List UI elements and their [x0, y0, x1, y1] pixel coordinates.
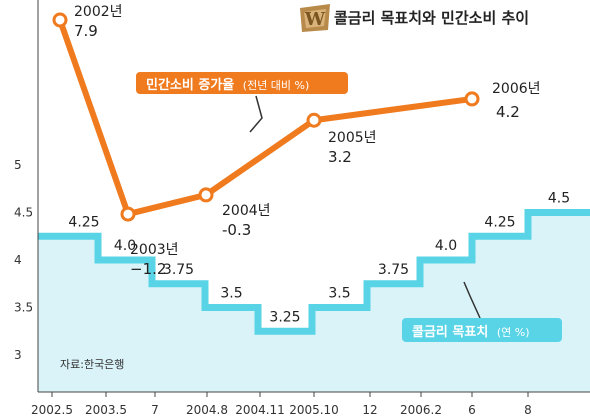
- x-tick-label: 2004.8: [186, 403, 228, 417]
- consumption-point: [120, 206, 136, 222]
- consumption-point: [306, 112, 322, 128]
- chart-title: 콜금리 목표치와 민간소비 추이: [334, 9, 529, 27]
- consumption-legend-box: [136, 72, 348, 94]
- x-tick-label: 7: [151, 403, 159, 417]
- x-tick-label: 8: [524, 403, 532, 417]
- consumption-line-layer: 2002년 7.9 2003년 −1.2 2004년 -0.3 2005년 3.2 2006년 4…: [52, 4, 541, 278]
- y-tick-label: 4: [14, 253, 22, 267]
- y-tick-group: 3 3.5 4 4.5 5: [14, 158, 33, 362]
- call-rate-step-label: 3.75: [378, 262, 409, 278]
- consumption-legend-text: 민간소비 증가율 (전년 대비 %): [146, 77, 309, 93]
- consumption-legend-unit: (전년 대비 %): [243, 79, 310, 92]
- x-tick-label: 12: [362, 403, 377, 417]
- call-rate-area-fill: [38, 212, 590, 392]
- consumption-legend-name: 민간소비 증가율: [146, 77, 234, 93]
- x-tick-label: 2003.5: [85, 403, 127, 417]
- consumption-year-label: 2003년: [130, 242, 179, 258]
- call-rate-step-label: 3.25: [269, 309, 300, 325]
- call-rate-legend-pointer: [463, 281, 481, 319]
- call-rate-legend-callout: 콜금리 목표치 (연 %): [402, 281, 562, 342]
- call-rate-step-line: [38, 209, 590, 335]
- y-tick-label: 3.5: [14, 301, 33, 315]
- source-note: 자료:한국은행: [60, 358, 124, 371]
- consumption-year-label: 2005년: [328, 130, 377, 146]
- call-rate-step-label: 3.5: [328, 286, 350, 302]
- title-group: W 콜금리 목표치와 민간소비 추이: [300, 4, 529, 32]
- svg-text:W: W: [304, 9, 326, 30]
- call-rate-step-label: 4.5: [548, 191, 570, 207]
- x-tick-label: 6: [468, 403, 476, 417]
- consumption-legend-callout: 민간소비 증가율 (전년 대비 %): [136, 72, 348, 133]
- call-rate-step-label: 3.5: [220, 286, 242, 302]
- call-rate-legend-text: 콜금리 목표치 (연 %): [412, 324, 529, 340]
- consumption-year-label: 2004년: [222, 203, 271, 219]
- call-rate-legend-box: [402, 318, 562, 342]
- x-tick-group: 2002.5 2003.5 7 2004.8 2004.11 2005.10 12 2006.…: [31, 392, 532, 417]
- consumption-point: [52, 12, 68, 28]
- consumption-value-label: -0.3: [222, 221, 251, 239]
- consumption-value-label: −1.2: [130, 260, 166, 278]
- x-tick-label: 2005.10: [289, 403, 339, 417]
- title-logo-icon: W: [300, 4, 330, 32]
- call-rate-legend-name: 콜금리 목표치: [412, 324, 488, 340]
- consumption-year-label: 2006년: [492, 81, 541, 97]
- call-rate-area-layer: 4.25 4.0 3.75 3.5 3.25 3.5 3.75 4.0 4.25 4.5: [38, 191, 590, 392]
- consumption-year-label: 2002년: [74, 4, 123, 20]
- call-rate-legend-unit: (연 %): [497, 326, 530, 339]
- consumption-value-label: 3.2: [328, 148, 352, 166]
- x-tick-label: 2002.5: [31, 403, 73, 417]
- call-rate-step-label: 4.25: [68, 214, 99, 230]
- y-tick-label: 5: [14, 158, 22, 172]
- call-rate-step-label: 4.25: [484, 214, 515, 230]
- consumption-value-label: 4.2: [496, 103, 520, 121]
- x-tick-label: 2006.2: [400, 403, 442, 417]
- consumption-legend-pointer: [249, 95, 263, 133]
- x-tick-label: 2004.11: [235, 403, 285, 417]
- y-tick-label: 3: [14, 348, 22, 362]
- call-rate-step-label: 3.75: [163, 262, 194, 278]
- consumption-point: [198, 187, 214, 203]
- call-rate-step-label: 4.0: [114, 238, 136, 254]
- consumption-point: [464, 91, 480, 107]
- y-tick-label: 4.5: [14, 206, 33, 220]
- consumption-value-label: 7.9: [74, 22, 98, 40]
- call-rate-step-label: 4.0: [435, 238, 457, 254]
